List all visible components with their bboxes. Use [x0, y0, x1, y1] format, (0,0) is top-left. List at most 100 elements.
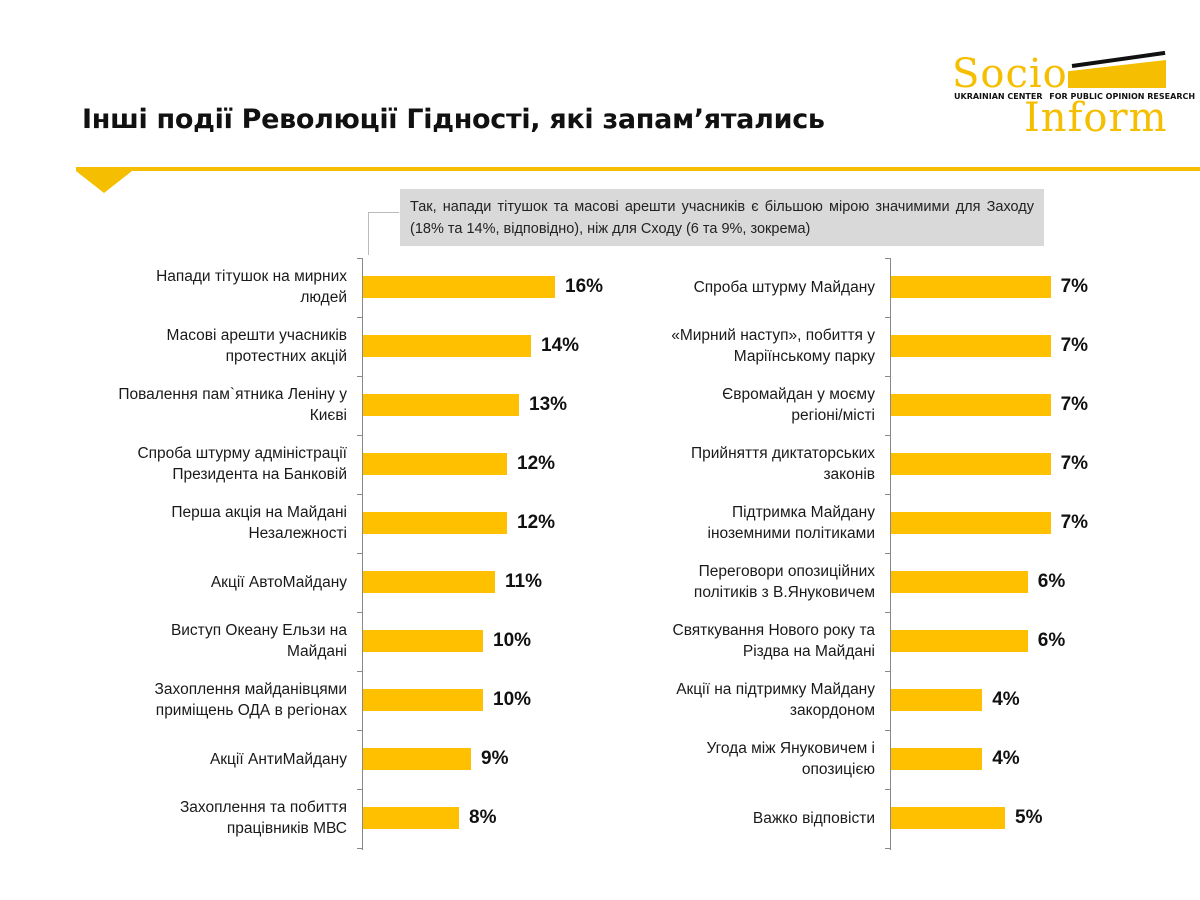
- bar: [363, 807, 459, 829]
- category-label: Масові арешти учасників протестних акцій: [47, 325, 347, 367]
- bar: [891, 630, 1028, 652]
- bar: [891, 453, 1051, 475]
- logo-band-left: UKRAINIAN CENTER: [952, 91, 1045, 103]
- category-label-line: Спроба штурму Майдану: [693, 278, 875, 296]
- value-label: 7%: [1060, 453, 1089, 474]
- bar: [891, 276, 1051, 298]
- value-label: 12%: [517, 512, 556, 533]
- bar: [891, 689, 983, 711]
- category-label-line: Переговори опозиційних: [698, 563, 875, 580]
- category-label-line: Акції на підтримку Майдану: [676, 681, 875, 698]
- category-label-line: Євромайдан у моєму: [722, 386, 875, 403]
- category-label-line: Угода між Януковичем і: [706, 740, 875, 757]
- logo-band-right: FOR PUBLIC OPINION RESEARCH: [1047, 91, 1198, 103]
- value-label: 11%: [505, 571, 542, 592]
- category-label-line: політиків з В.Януковичем: [693, 584, 875, 601]
- bar: [363, 335, 531, 357]
- value-label: 13%: [529, 394, 568, 415]
- bar: [363, 571, 495, 593]
- category-label-line: Повалення пам`ятника Леніну у: [118, 386, 347, 403]
- category-label: Захоплення та побиття працівників МВС: [47, 797, 347, 839]
- category-label: Прийняття диктаторських законів: [575, 443, 875, 485]
- category-label: Акції на підтримку Майдану закордоном: [575, 679, 875, 721]
- category-label-line: Перша акція на Майдані: [171, 504, 347, 521]
- chart-right-axis: [890, 258, 891, 850]
- logo-word-inform: Inform: [1024, 95, 1168, 141]
- value-label: 4%: [992, 748, 1020, 769]
- axis-tick: [885, 493, 890, 495]
- category-label: Підтримка Майдану іноземними політиками: [575, 502, 875, 544]
- value-label: 8%: [469, 807, 497, 828]
- axis-tick: [885, 375, 890, 377]
- page-title: Інші події Революції Гідності, які запам…: [82, 104, 825, 135]
- callout-note: Так, напади тітушок та масові арешти уча…: [400, 189, 1044, 246]
- value-label: 7%: [1060, 512, 1089, 533]
- category-label: Повалення пам`ятника Леніну у Києві: [47, 384, 347, 426]
- category-label: Євромайдан у моєму регіоні/місті: [575, 384, 875, 426]
- bar: [363, 512, 507, 534]
- axis-tick: [357, 729, 362, 731]
- category-label: Переговори опозиційних політиків з В.Янук…: [575, 561, 875, 603]
- category-label: Спроба штурму адміністрації Президента на…: [47, 443, 347, 485]
- category-label-line: Масові арешти учасників: [166, 327, 347, 344]
- category-label: Святкування Нового року та Різдва на Майд…: [575, 620, 875, 662]
- category-label-line: опозицією: [801, 761, 875, 778]
- axis-tick: [357, 316, 362, 318]
- category-label-line: іноземними політиками: [707, 525, 875, 542]
- value-label: 9%: [481, 748, 509, 769]
- category-label: Перша акція на Майдані Незалежності: [47, 502, 347, 544]
- category-label-line: Акції АнтиМайдану: [209, 750, 347, 768]
- axis-tick: [885, 316, 890, 318]
- axis-tick: [357, 847, 362, 849]
- callout-pointer: [368, 212, 399, 255]
- category-label-line: Маріїнському парку: [733, 348, 875, 365]
- value-label: 4%: [992, 689, 1020, 710]
- axis-tick: [357, 257, 362, 259]
- category-label-line: Президента на Банковій: [172, 466, 347, 483]
- category-label: Угода між Януковичем і опозицією: [575, 738, 875, 780]
- category-label: Важко відповісти: [575, 808, 875, 829]
- category-label-line: Незалежності: [248, 525, 347, 542]
- category-label-line: Києві: [309, 407, 347, 424]
- bar: [363, 453, 507, 475]
- bar: [891, 394, 1051, 416]
- value-label: 16%: [565, 276, 604, 297]
- axis-tick: [885, 611, 890, 613]
- category-label-line: Виступ Океану Ельзи на: [170, 622, 347, 639]
- logo-word-socio: Socio: [952, 51, 1068, 97]
- value-label: 10%: [493, 689, 532, 710]
- category-label: Захоплення майданівцями приміщень ОДА в р…: [47, 679, 347, 721]
- category-label-line: Важко відповісти: [752, 809, 875, 827]
- bar: [891, 512, 1051, 534]
- category-label-line: Захоплення майданівцями: [154, 681, 347, 698]
- category-label-line: працівників МВС: [226, 820, 347, 837]
- bar: [891, 748, 983, 770]
- category-label-line: закордоном: [789, 702, 875, 719]
- header-triangle: [76, 171, 132, 193]
- axis-tick: [885, 670, 890, 672]
- category-label-line: Підтримка Майдану: [731, 504, 875, 521]
- category-label-line: Акції АвтоМайдану: [210, 573, 347, 591]
- bar: [363, 630, 483, 652]
- value-label: 6%: [1037, 630, 1066, 651]
- axis-tick: [357, 788, 362, 790]
- value-label: 10%: [493, 630, 532, 651]
- axis-tick: [357, 434, 362, 436]
- axis-tick: [885, 434, 890, 436]
- axis-tick: [357, 611, 362, 613]
- axis-tick: [885, 552, 890, 554]
- axis-tick: [357, 670, 362, 672]
- logo-band: UKRAINIAN CENTER FOR PUBLIC OPINION RESE…: [952, 91, 1198, 103]
- axis-tick: [885, 257, 890, 259]
- value-label: 14%: [541, 335, 580, 356]
- category-label: Спроба штурму Майдану: [575, 277, 875, 298]
- category-label-line: протестних акцій: [225, 348, 347, 365]
- value-label: 5%: [1015, 807, 1043, 828]
- category-label: Акції АнтиМайдану: [47, 749, 347, 770]
- category-label-line: Прийняття диктаторських: [691, 445, 875, 462]
- axis-tick: [357, 552, 362, 554]
- axis-tick: [885, 788, 890, 790]
- category-label-line: Напади тітушок на мирних: [156, 268, 347, 285]
- value-label: 7%: [1060, 335, 1089, 356]
- category-label-line: Захоплення та побиття: [179, 799, 347, 816]
